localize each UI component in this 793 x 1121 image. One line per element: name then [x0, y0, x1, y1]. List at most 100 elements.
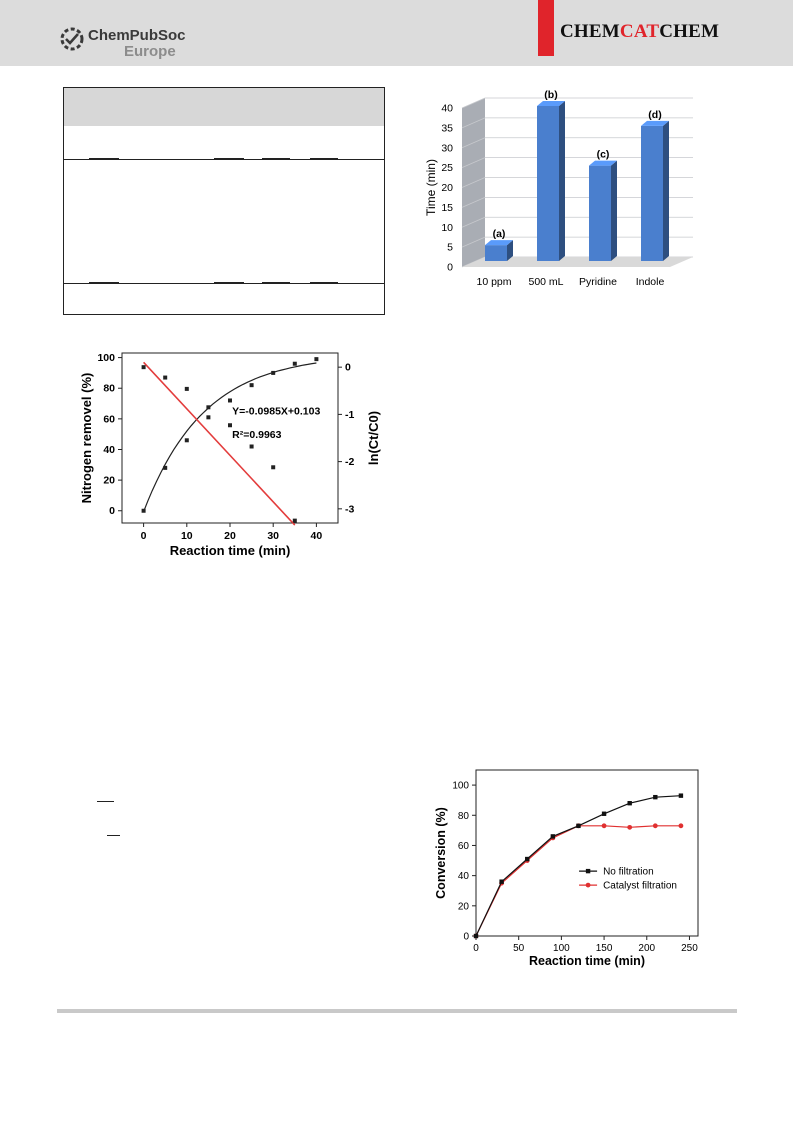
chart-floor [462, 257, 693, 267]
table-cell-mark [214, 158, 244, 160]
series-fit-curve [143, 362, 317, 512]
table-header-shade [64, 88, 384, 126]
data-point [271, 370, 276, 375]
y-tick-label: 80 [458, 811, 470, 822]
legend-label: No filtration [603, 867, 654, 878]
bar-data-label: (c) [597, 149, 610, 161]
page-header-band [0, 0, 793, 66]
y-tick-label: 40 [103, 444, 115, 456]
x-tick-label: Pyridine [579, 276, 617, 288]
data-point [653, 794, 658, 800]
equation-fraction-bar [107, 835, 120, 836]
publisher-region: Europe [124, 43, 176, 60]
table-cell-mark [310, 158, 338, 160]
y-tick-label: 100 [97, 352, 115, 364]
y-tick-label: 20 [441, 182, 453, 194]
chempubsoc-logo-icon [60, 27, 84, 51]
y2-tick-label: 0 [345, 362, 351, 374]
legend-marker [585, 882, 591, 888]
data-point [141, 508, 146, 513]
x-axis-label: Reaction time (min) [170, 543, 291, 558]
bar-data-label: (a) [493, 228, 506, 240]
y-tick-label: 0 [463, 932, 469, 943]
data-point [678, 793, 684, 798]
data-point [601, 823, 607, 829]
bar-data-label: (d) [648, 109, 661, 121]
data-point [163, 375, 168, 380]
plot-frame [121, 352, 339, 524]
gridline [461, 197, 486, 208]
gridline [461, 157, 486, 168]
data-point [206, 415, 211, 420]
data-point [271, 465, 276, 470]
legend-marker [585, 868, 591, 874]
equation-fraction-bar [97, 801, 114, 802]
data-point [627, 824, 633, 830]
table-cell-mark [262, 282, 290, 284]
x-tick-label: 250 [681, 943, 698, 954]
y-tick-label: 0 [447, 262, 453, 274]
y-tick-label: 10 [441, 222, 453, 234]
x-tick-label: 40 [311, 530, 323, 542]
bar-top [537, 101, 565, 106]
gridline [461, 216, 486, 228]
y-axis-label: Nitrogen removel (%) [79, 373, 94, 504]
gridline [461, 236, 486, 248]
data-point [652, 823, 658, 829]
bar-chart: 0 5 10 15 20 25 30 35 40 Time (min) (a) 10 ppm (b) 50… [424, 89, 693, 288]
y-tick-label: 5 [447, 242, 453, 254]
bar-side [559, 101, 565, 261]
bar-data-label: (b) [544, 89, 557, 101]
data-point [228, 423, 232, 428]
bar [485, 245, 507, 261]
table-frame [63, 87, 385, 315]
data-point [601, 811, 607, 816]
journal-accent-bar [538, 0, 554, 56]
y-tick-label: 100 [452, 781, 469, 792]
bar [537, 106, 559, 261]
y-tick-label: 0 [109, 505, 115, 517]
data-point [499, 879, 504, 884]
data-point [292, 518, 297, 523]
y-tick-label: 20 [458, 901, 470, 912]
y-tick-label: 80 [103, 383, 115, 395]
series-fit-line [143, 361, 296, 526]
x-tick-label: Indole [636, 276, 665, 288]
table-cell-mark [214, 282, 244, 284]
data-point [525, 856, 530, 862]
gridline [461, 137, 486, 149]
x-axis-label: Reaction time (min) [529, 954, 645, 968]
data-point [627, 801, 632, 806]
plot-frame [475, 769, 699, 937]
x-tick-label: 100 [553, 943, 570, 954]
data-point [184, 438, 189, 443]
y2-tick-label: -3 [345, 503, 354, 515]
data-point [249, 383, 254, 388]
bar-top [589, 160, 617, 166]
kinetics-chart: 0 10 20 30 40 0 20 40 60 80 100 0 -1 -2 -3 Reaction tim… [79, 352, 381, 558]
y2-tick-label: -1 [345, 409, 354, 421]
fit-equation-annotation: Y=-0.0985X+0.103 [232, 405, 320, 417]
y-tick-label: 25 [441, 162, 453, 174]
x-tick-label: 0 [141, 530, 147, 542]
journal-title-part3: CHEM [659, 21, 720, 42]
x-tick-label: 200 [638, 943, 655, 954]
bar [589, 165, 611, 261]
x-tick-label: 30 [267, 530, 279, 542]
bar-side [611, 160, 617, 261]
y2-tick-label: -2 [345, 456, 354, 468]
x-tick-label: 0 [473, 943, 479, 954]
gridline [461, 177, 486, 188]
gridline [461, 117, 486, 129]
y-tick-label: 40 [441, 103, 453, 115]
publisher-name: ChemPubSoc [88, 27, 186, 44]
legend-label: Catalyst filtration [603, 881, 677, 892]
data-point [249, 444, 254, 449]
x-tick-label: 500 mL [528, 276, 563, 288]
bar-side [507, 240, 513, 261]
x-tick-label: 50 [513, 943, 525, 954]
table-cell-mark [310, 282, 338, 284]
journal-title-part1: CHEM [560, 21, 620, 42]
y-tick-label: 15 [441, 202, 453, 214]
